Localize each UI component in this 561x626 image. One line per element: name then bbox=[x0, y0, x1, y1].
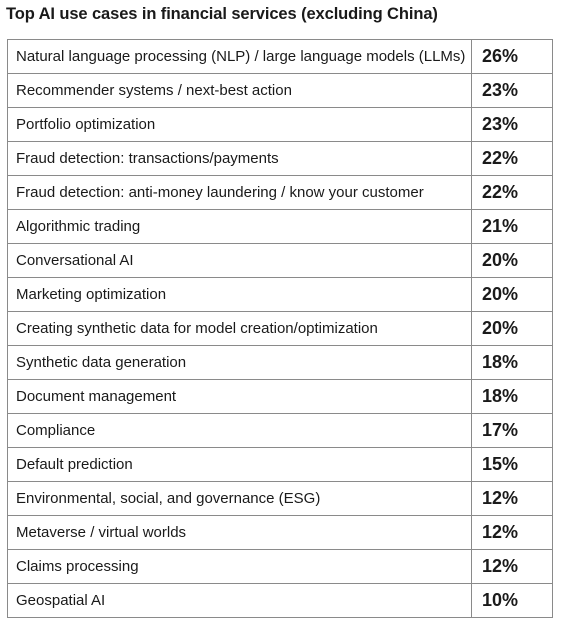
table-row: Fraud detection: anti-money laundering /… bbox=[8, 176, 553, 210]
use-case-label: Document management bbox=[8, 380, 472, 413]
use-case-label: Metaverse / virtual worlds bbox=[8, 516, 472, 549]
use-case-label: Claims processing bbox=[8, 550, 472, 583]
table-row: Geospatial AI 10% bbox=[8, 584, 553, 618]
table-row: Algorithmic trading 21% bbox=[8, 210, 553, 244]
table-row: Compliance 17% bbox=[8, 414, 553, 448]
use-case-label: Default prediction bbox=[8, 448, 472, 481]
use-case-label: Creating synthetic data for model creati… bbox=[8, 312, 472, 345]
use-case-label: Fraud detection: anti-money laundering /… bbox=[8, 176, 472, 209]
use-case-percentage: 22% bbox=[472, 142, 553, 175]
use-case-label: Conversational AI bbox=[8, 244, 472, 277]
use-case-percentage: 23% bbox=[472, 74, 553, 107]
use-case-label: Fraud detection: transactions/payments bbox=[8, 142, 472, 175]
table-row: Claims processing 12% bbox=[8, 550, 553, 584]
use-case-label: Geospatial AI bbox=[8, 584, 472, 617]
table-row: Creating synthetic data for model creati… bbox=[8, 312, 553, 346]
table-row: Recommender systems / next-best action 23… bbox=[8, 74, 553, 108]
table-row: Default prediction 15% bbox=[8, 448, 553, 482]
table-row: Marketing optimization 20% bbox=[8, 278, 553, 312]
table-title: Top AI use cases in financial services (… bbox=[6, 5, 438, 23]
use-case-percentage: 22% bbox=[472, 176, 553, 209]
use-case-label: Environmental, social, and governance (E… bbox=[8, 482, 472, 515]
table-row: Synthetic data generation 18% bbox=[8, 346, 553, 380]
use-case-label: Marketing optimization bbox=[8, 278, 472, 311]
use-case-percentage: 18% bbox=[472, 346, 553, 379]
use-case-label: Synthetic data generation bbox=[8, 346, 472, 379]
use-case-label: Portfolio optimization bbox=[8, 108, 472, 141]
use-case-percentage: 26% bbox=[472, 40, 553, 73]
use-case-percentage: 12% bbox=[472, 482, 553, 515]
use-case-label: Natural language processing (NLP) / larg… bbox=[8, 40, 472, 73]
use-case-percentage: 23% bbox=[472, 108, 553, 141]
use-case-percentage: 12% bbox=[472, 550, 553, 583]
use-case-label: Compliance bbox=[8, 414, 472, 447]
table-row: Document management 18% bbox=[8, 380, 553, 414]
table-row: Fraud detection: transactions/payments 22… bbox=[8, 142, 553, 176]
use-case-label: Recommender systems / next-best action bbox=[8, 74, 472, 107]
use-case-percentage: 15% bbox=[472, 448, 553, 481]
use-case-percentage: 12% bbox=[472, 516, 553, 549]
use-case-percentage: 10% bbox=[472, 584, 553, 617]
use-case-label: Algorithmic trading bbox=[8, 210, 472, 243]
use-case-percentage: 20% bbox=[472, 244, 553, 277]
table-row: Conversational AI 20% bbox=[8, 244, 553, 278]
table-row: Portfolio optimization 23% bbox=[8, 108, 553, 142]
use-case-table: Natural language processing (NLP) / larg… bbox=[7, 39, 553, 618]
use-case-percentage: 18% bbox=[472, 380, 553, 413]
use-case-percentage: 20% bbox=[472, 278, 553, 311]
use-case-percentage: 20% bbox=[472, 312, 553, 345]
table-row: Environmental, social, and governance (E… bbox=[8, 482, 553, 516]
use-case-percentage: 17% bbox=[472, 414, 553, 447]
table-row: Metaverse / virtual worlds 12% bbox=[8, 516, 553, 550]
use-case-percentage: 21% bbox=[472, 210, 553, 243]
table-row: Natural language processing (NLP) / larg… bbox=[8, 40, 553, 74]
